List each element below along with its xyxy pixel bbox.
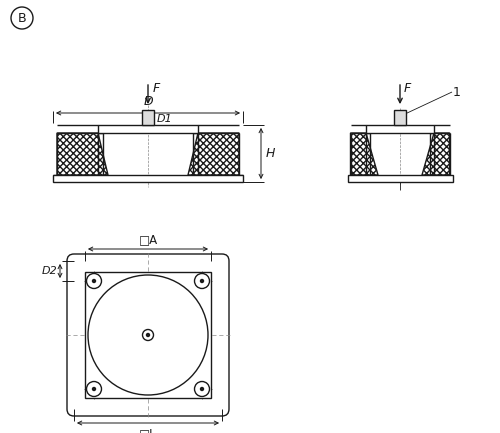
Bar	[394, 110, 406, 125]
Circle shape	[146, 333, 150, 336]
Text: F: F	[153, 81, 160, 94]
Text: H: H	[266, 147, 276, 160]
Text: D2: D2	[41, 266, 57, 276]
Text: B: B	[18, 12, 26, 25]
Bar	[142, 110, 154, 125]
Text: □A: □A	[138, 233, 158, 246]
Text: D1: D1	[157, 114, 173, 124]
Circle shape	[200, 279, 203, 282]
Polygon shape	[57, 133, 108, 175]
Text: D: D	[143, 95, 153, 108]
Polygon shape	[422, 133, 450, 175]
Polygon shape	[188, 133, 239, 175]
Circle shape	[200, 388, 203, 391]
Bar	[98, 125, 198, 133]
Text: F: F	[404, 81, 411, 94]
Bar	[366, 125, 434, 133]
Polygon shape	[350, 133, 378, 175]
FancyBboxPatch shape	[67, 254, 229, 416]
Bar	[348, 175, 453, 182]
Text: □L: □L	[139, 427, 157, 433]
Bar	[53, 175, 243, 182]
Circle shape	[92, 388, 96, 391]
Circle shape	[92, 279, 96, 282]
Text: 1: 1	[453, 85, 461, 98]
Bar	[85, 272, 211, 398]
